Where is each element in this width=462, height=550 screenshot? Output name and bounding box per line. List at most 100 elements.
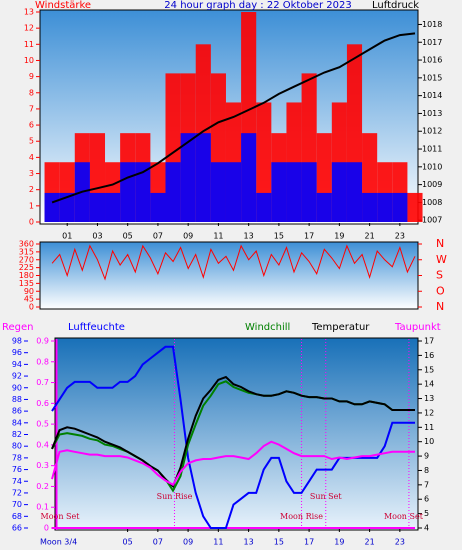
y2-tick-label: 1013 bbox=[422, 109, 442, 118]
x-tick-label: 05 bbox=[123, 232, 133, 241]
legend-entry: Regen bbox=[2, 322, 34, 333]
y2-tick-label: 1008 bbox=[422, 198, 442, 207]
y-tick-label: 90 bbox=[24, 287, 34, 296]
y-tick-label: 5 bbox=[29, 137, 34, 146]
legend-wind: Windstärke bbox=[35, 0, 91, 11]
event-label: Moon Rise bbox=[280, 512, 323, 521]
wind-bar bbox=[256, 102, 272, 222]
y3-tick-label: 0.5 bbox=[36, 420, 49, 429]
y-tick-label: 68 bbox=[12, 512, 22, 521]
y3-tick-label: 0.1 bbox=[36, 503, 49, 512]
wind-bar bbox=[241, 133, 257, 222]
legend-pressure: Luftdruck bbox=[372, 0, 419, 11]
y-tick-label: 92 bbox=[12, 372, 22, 381]
y2-tick-label: 9 bbox=[424, 452, 429, 461]
y2-tick-label: 1010 bbox=[422, 162, 442, 171]
y2-tick-label: S bbox=[436, 269, 443, 282]
y2-tick-label: 1007 bbox=[422, 216, 442, 225]
y-tick-label: 90 bbox=[12, 383, 22, 392]
x-tick-label: 05 bbox=[123, 538, 133, 547]
y-tick-label: 84 bbox=[12, 418, 22, 427]
legend-entry: Taupunkt bbox=[394, 322, 441, 333]
x-tick-label: 11 bbox=[213, 538, 223, 547]
y2-tick-label: 1011 bbox=[422, 145, 442, 154]
y2-tick-label: 1012 bbox=[422, 127, 442, 136]
y-tick-label: 0 bbox=[29, 218, 34, 227]
panel-temperature bbox=[54, 337, 419, 531]
wind-bar bbox=[44, 192, 60, 222]
y2-tick-label: 14 bbox=[424, 380, 434, 389]
y2-tick-label: 4 bbox=[424, 524, 429, 533]
x-tick-label: 17 bbox=[304, 538, 314, 547]
wind-bar bbox=[301, 162, 317, 222]
wind-bar bbox=[377, 192, 393, 222]
y-tick-label: 7 bbox=[29, 104, 34, 113]
x-tick-label: 07 bbox=[153, 232, 163, 241]
y2-tick-label: N bbox=[436, 300, 444, 313]
y3-tick-label: 0.4 bbox=[36, 440, 49, 449]
x-tick-label: 19 bbox=[334, 232, 344, 241]
y2-tick-label: 17 bbox=[424, 337, 434, 346]
y-tick-label: 2 bbox=[29, 185, 34, 194]
x-tick-label: 13 bbox=[244, 232, 254, 241]
wind-bar bbox=[346, 162, 363, 222]
y3-tick-label: 0.8 bbox=[36, 357, 49, 366]
series-line bbox=[51, 32, 416, 204]
x-tick-label: 07 bbox=[153, 538, 163, 547]
y2-tick-label: 13 bbox=[424, 394, 434, 403]
y-tick-label: 3 bbox=[29, 169, 34, 178]
wind-bar bbox=[392, 192, 408, 222]
x-tick-label: 19 bbox=[334, 538, 344, 547]
wind-bar bbox=[271, 162, 287, 222]
y2-tick-label: 7 bbox=[424, 480, 429, 489]
y3-tick-label: 0.3 bbox=[36, 461, 49, 470]
chart-title: 24 hour graph day : 22 Oktober 2023 bbox=[164, 0, 351, 11]
wind-bar bbox=[135, 162, 151, 222]
event-label: Sun Set bbox=[310, 492, 343, 501]
wind-bar bbox=[362, 192, 378, 222]
y2-tick-label: 12 bbox=[424, 408, 434, 417]
x-tick-label: 15 bbox=[274, 232, 284, 241]
y-tick-label: 12 bbox=[24, 24, 34, 33]
wind-bar bbox=[89, 192, 106, 222]
series-line bbox=[51, 440, 415, 487]
y-tick-label: 76 bbox=[12, 465, 22, 474]
wind-bar bbox=[225, 162, 242, 222]
y3-tick-label: 0.9 bbox=[36, 337, 49, 346]
y-tick-label: 10 bbox=[24, 56, 34, 65]
x-tick-label: 23 bbox=[395, 538, 405, 547]
y-tick-label: 4 bbox=[29, 153, 34, 162]
y3-tick-label: 0 bbox=[44, 524, 49, 533]
y-tick-label: 11 bbox=[24, 40, 34, 49]
series-line bbox=[51, 375, 415, 489]
y2-tick-label: 10 bbox=[424, 437, 434, 446]
y-tick-label: 98 bbox=[12, 337, 22, 346]
legend-entry: Windchill bbox=[245, 322, 290, 333]
y-tick-label: 135 bbox=[19, 279, 34, 288]
y-tick-label: 360 bbox=[19, 240, 34, 249]
y-tick-label: 0 bbox=[29, 303, 34, 312]
x-tick-label: 21 bbox=[365, 232, 375, 241]
y-tick-label: 13 bbox=[24, 8, 34, 17]
y3-tick-label: 0.7 bbox=[36, 378, 49, 387]
y2-tick-label: 1016 bbox=[422, 56, 442, 65]
y-tick-label: 225 bbox=[19, 263, 34, 272]
y-tick-label: 70 bbox=[12, 500, 22, 509]
y2-tick-label: 5 bbox=[424, 509, 429, 518]
wind-bar bbox=[316, 192, 332, 222]
y2-tick-label: 1018 bbox=[422, 20, 442, 29]
x-tick-label: 21 bbox=[365, 538, 375, 547]
moon-phase: Moon 3/4 bbox=[40, 538, 77, 547]
y-tick-label: 82 bbox=[12, 430, 22, 439]
y-tick-label: 6 bbox=[29, 121, 34, 130]
y2-tick-label: 1015 bbox=[422, 73, 442, 82]
x-tick-label: 15 bbox=[274, 538, 284, 547]
event-label: Sun Rise bbox=[157, 492, 193, 501]
legend-entry: Luftfeuchte bbox=[68, 322, 125, 333]
event-label: Moon Set bbox=[384, 512, 424, 521]
y-tick-label: 86 bbox=[12, 407, 22, 416]
y2-tick-label: 6 bbox=[424, 495, 429, 504]
y2-tick-label: 1009 bbox=[422, 180, 442, 189]
y2-tick-label: W bbox=[436, 253, 447, 266]
y-tick-label: 94 bbox=[12, 360, 22, 369]
